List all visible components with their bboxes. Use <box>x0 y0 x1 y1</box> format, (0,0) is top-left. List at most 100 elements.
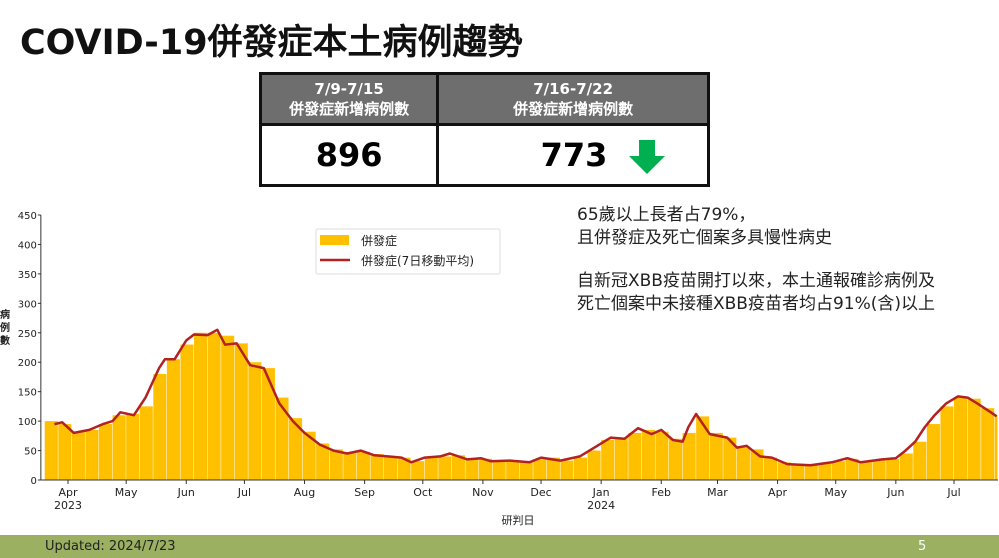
bar <box>519 462 533 480</box>
header-week-2: 7/16-7/22 併發症新增病例數 <box>436 72 710 126</box>
y-tick-label: 300 <box>18 299 37 310</box>
bar <box>574 457 588 480</box>
bar <box>913 441 927 480</box>
bar <box>641 429 655 480</box>
x-tick-label: Feb <box>652 486 671 499</box>
x-tick-label: Apr <box>768 486 788 499</box>
bar <box>831 461 845 480</box>
bar <box>587 450 601 480</box>
x-tick-label: Oct <box>413 486 433 499</box>
bar <box>845 458 859 480</box>
bar <box>546 457 560 480</box>
x-tick-label: Jun <box>886 486 904 499</box>
bar <box>899 453 913 480</box>
x-tick-label: Aug <box>294 486 315 499</box>
x-tick-label: May <box>824 486 847 499</box>
x-tick-year-label: 2024 <box>587 499 615 512</box>
bar <box>628 432 642 480</box>
bar <box>709 432 723 480</box>
note-elderly: 65歲以上長者占79%， 且併發症及死亡個案多具慢性病史 <box>577 205 832 248</box>
bar <box>859 461 873 480</box>
bar <box>926 424 940 480</box>
x-tick-label: May <box>115 486 138 499</box>
legend-label-line: 併發症(7日移動平均) <box>361 253 474 268</box>
bar <box>248 362 262 480</box>
bar <box>234 343 248 480</box>
x-tick-label: Mar <box>707 486 728 499</box>
bar <box>736 446 750 480</box>
legend-swatch-bar <box>320 235 349 245</box>
y-tick-label: 50 <box>24 447 37 458</box>
bar <box>99 424 113 480</box>
x-tick-label: Sep <box>354 486 375 499</box>
bar <box>275 397 289 480</box>
bar <box>601 439 615 480</box>
bar <box>954 397 968 480</box>
y-axis-label-char: 數 <box>0 334 10 347</box>
bar <box>818 463 832 480</box>
value-week-1: 896 <box>258 123 440 187</box>
bar <box>655 431 669 480</box>
y-tick-label: 200 <box>18 358 37 369</box>
updated-date: Updated: 2024/7/23 <box>45 539 176 554</box>
y-tick-label: 150 <box>18 388 37 399</box>
bar <box>451 455 465 480</box>
y-tick-label: 400 <box>18 240 37 251</box>
bar <box>85 429 99 480</box>
bar <box>723 437 737 480</box>
y-tick-label: 100 <box>18 417 37 428</box>
x-tick-label: Apr <box>58 486 78 499</box>
bar <box>397 457 411 480</box>
x-tick-label: Dec <box>530 486 551 499</box>
bar <box>465 458 479 480</box>
y-axis-label-char: 病 <box>0 308 10 321</box>
x-axis-label: 研判日 <box>502 514 535 527</box>
page-number: 5 <box>918 539 927 554</box>
bar <box>994 416 998 480</box>
bar <box>940 406 954 480</box>
bar <box>139 406 153 480</box>
x-tick-year-label: 2023 <box>54 499 82 512</box>
bar <box>696 416 710 480</box>
bar <box>329 449 343 480</box>
x-tick-label: Jul <box>946 486 960 499</box>
bar <box>614 437 628 480</box>
bar <box>560 460 574 480</box>
bar <box>669 438 683 480</box>
bar <box>479 458 493 480</box>
bar <box>112 415 126 480</box>
bar <box>872 459 886 480</box>
y-axis-label-char: 例 <box>0 321 10 334</box>
bar <box>180 344 194 480</box>
bar <box>804 464 818 480</box>
bar <box>153 374 167 480</box>
bar <box>71 431 85 480</box>
bar <box>194 332 208 480</box>
legend-label-bar: 併發症 <box>361 233 397 248</box>
footer-bar: Updated: 2024/7/23 5 <box>0 535 999 558</box>
bar <box>886 458 900 480</box>
bar <box>981 408 995 480</box>
bar <box>370 454 384 480</box>
bar <box>791 464 805 480</box>
y-tick-label: 350 <box>18 270 37 281</box>
bar <box>411 461 425 480</box>
bar <box>302 431 316 480</box>
x-tick-label: Jul <box>237 486 251 499</box>
bar <box>207 332 221 480</box>
weekly-comparison-table: 7/9-7/15 併發症新增病例數 7/16-7/22 併發症新增病例數 896 7… <box>258 72 710 187</box>
bar <box>316 443 330 480</box>
x-tick-label: Nov <box>472 486 494 499</box>
bar <box>44 421 58 480</box>
bar <box>424 457 438 480</box>
x-tick-label: Jan <box>592 486 610 499</box>
bar <box>166 359 180 480</box>
y-tick-label: 450 <box>18 211 37 222</box>
legend: 併發症 併發症(7日移動平均) <box>315 228 501 275</box>
bar <box>384 456 398 480</box>
bar <box>343 452 357 480</box>
bar <box>533 459 547 480</box>
bar <box>289 418 303 480</box>
bar <box>777 462 791 480</box>
